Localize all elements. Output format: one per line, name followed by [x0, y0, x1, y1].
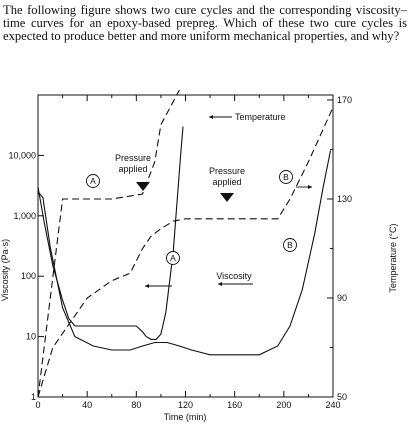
circle-b-temp-arrow-head	[307, 184, 312, 190]
x-tick-label: 0	[35, 400, 40, 410]
y-right-tick-label: 50	[337, 392, 347, 402]
series-a-viscosity	[37, 126, 184, 340]
y-left-tick-label: 1	[31, 392, 36, 402]
pressure-b-label-line2: applied	[212, 177, 241, 187]
temperature-label: Temperature	[235, 112, 286, 122]
y-right-tick-label: 90	[337, 293, 347, 303]
x-tick-label: 240	[325, 400, 340, 410]
y-left-tick-label: 10	[26, 332, 36, 342]
viscosity-a-arrow-head	[145, 283, 150, 289]
series-b-viscosity	[37, 150, 332, 356]
y-left-tick-label: 1,000	[13, 211, 36, 221]
y-left-tick-label: 10,000	[8, 150, 36, 160]
viscosity-label: Viscosity	[216, 271, 252, 281]
y-right-tick-label: 130	[337, 194, 352, 204]
x-tick-label: 80	[131, 400, 141, 410]
x-tick-label: 40	[82, 400, 92, 410]
circle-b-visc	[283, 238, 297, 252]
question-text: The following figure shows two cure cycl…	[3, 3, 407, 43]
right-axis-title: Temperature (°C)	[388, 223, 398, 292]
pressure-a-label-line1: Pressure	[115, 153, 151, 163]
series-a-temperature	[37, 89, 180, 398]
y-right-tick-label: 170	[337, 95, 352, 105]
x-axis-title: Time (min)	[164, 412, 207, 422]
circle-a-visc-label: A	[170, 253, 176, 263]
circle-b-visc-label: B	[287, 240, 293, 250]
pressure-a-label-line2: applied	[118, 164, 147, 174]
circle-a-temp-label: A	[90, 176, 96, 186]
circle-a-visc	[166, 251, 180, 265]
series-group	[37, 89, 334, 398]
y-left-tick-label: 100	[21, 271, 36, 281]
circle-b-temp	[279, 170, 293, 184]
x-tick-label: 160	[227, 400, 242, 410]
axis-ticks: 0 40 80 120 160 200 240 1 10 100 1,000 10,000 50 90 13…	[8, 95, 352, 410]
left-axis-title: Viscosity (Pa·s)	[0, 239, 10, 301]
pressure-b-arrow	[220, 193, 234, 202]
viscosity-arrow-head	[218, 281, 223, 287]
x-tick-label: 120	[178, 400, 193, 410]
circle-a-temp	[86, 174, 100, 188]
pressure-a-arrow	[136, 182, 150, 191]
series-b-temperature	[37, 107, 334, 398]
pressure-b-label-line1: Pressure	[209, 166, 245, 176]
x-tick-label: 200	[276, 400, 291, 410]
circle-b-temp-label: B	[283, 172, 289, 182]
temperature-arrow-head	[209, 114, 214, 120]
